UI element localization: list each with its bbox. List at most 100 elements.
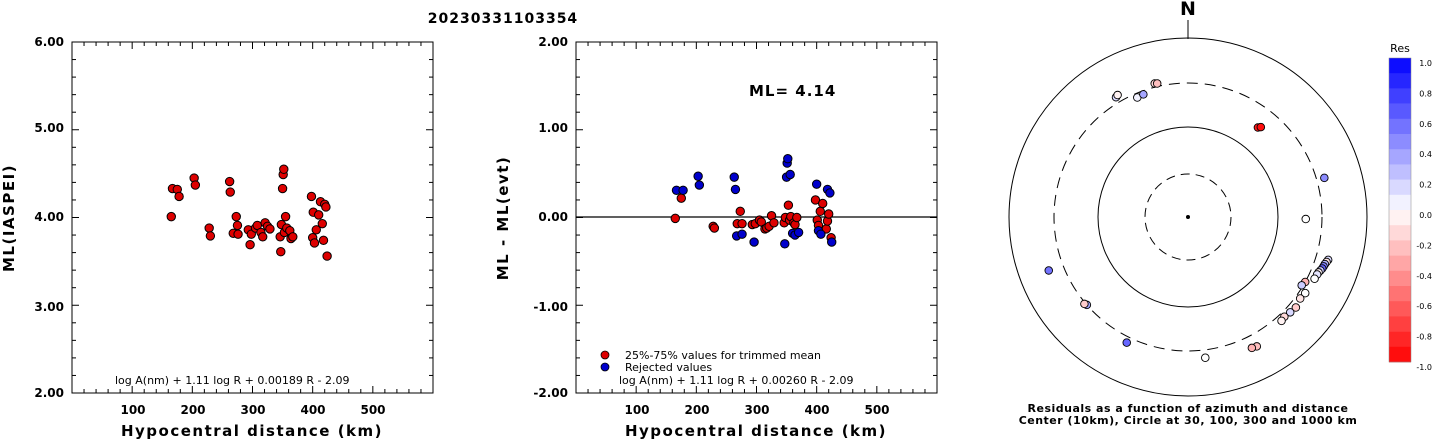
ml-station-point [245, 240, 255, 250]
rejected-residual-point [737, 229, 747, 239]
colorbar-swatch [1389, 88, 1411, 104]
kept-residual-point [735, 206, 745, 217]
azimuth-residual-point [1285, 308, 1295, 317]
colorbar-swatch [1389, 103, 1411, 120]
rejected-residual-point [816, 229, 826, 239]
azimuth-residual-point [1297, 281, 1306, 290]
ml-station-point [224, 176, 235, 187]
ml-station-point [225, 187, 235, 197]
left-y-axis-label: ML(IASPEI) [0, 164, 18, 272]
left-panel: 6.00 5.00 4.00 3.00 2.00 100 200 300 400… [0, 35, 434, 440]
middle-x-axis-label: Hypocentral distance (km) [625, 422, 887, 440]
rejected-residual-point [811, 179, 822, 189]
left-x-axis-label: Hypocentral distance (km) [121, 422, 383, 440]
colorbar-tick-label: -1.0 [1416, 363, 1432, 372]
rejected-residual-point [730, 184, 741, 195]
colorbar-swatch [1389, 316, 1411, 332]
polar-caption-line1: Residuals as a function of azimuth and d… [1028, 402, 1349, 415]
middle-xtick-label: 500 [864, 403, 889, 417]
colorbar-swatch [1389, 134, 1411, 150]
colorbar-tick-label: 0.0 [1419, 211, 1432, 220]
kept-residual-point [817, 198, 828, 209]
azimuth-residual-point [1301, 214, 1310, 224]
colorbar-tick-label: 0.8 [1419, 89, 1432, 98]
colorbar-tick-label: 0.4 [1419, 150, 1432, 159]
colorbar-swatch [1389, 270, 1411, 287]
ml-station-point [277, 183, 288, 194]
middle-ytick-label: 1.00 [538, 121, 568, 135]
middle-ytick-label: -1.00 [533, 300, 568, 314]
colorbar-title: Res [1390, 42, 1410, 55]
azimuth-residual-point [1295, 294, 1305, 303]
left-xtick-label: 400 [300, 403, 325, 417]
azimuth-residual-point [1320, 173, 1329, 183]
colorbar-swatch [1389, 118, 1411, 135]
ml-station-point [205, 231, 216, 241]
rejected-residual-point [694, 180, 705, 190]
azimuth-residual-point [1080, 299, 1089, 309]
kept-residual-point [676, 193, 686, 203]
ml-station-point [317, 218, 327, 229]
ml-station-point [313, 210, 324, 220]
azimuth-residual-point [1277, 316, 1286, 326]
left-ytick-label: 3.00 [34, 300, 64, 314]
rejected-residual-point [678, 185, 688, 195]
azimuth-residual-point [1291, 303, 1301, 312]
ml-station-point [190, 180, 201, 190]
azimuth-residual-point [1044, 266, 1054, 275]
ml-station-point [279, 164, 289, 174]
left-formula: log A(nm) + 1.11 log R + 0.00189 R - 2.0… [115, 374, 349, 387]
left-ytick-label: 6.00 [34, 35, 64, 49]
rejected-residual-point [825, 188, 835, 198]
ring-100km [1097, 126, 1279, 308]
colorbar-swatch [1389, 194, 1411, 211]
ml-value-annotation: ML= 4.14 [749, 82, 836, 100]
ring-300km [1053, 82, 1323, 352]
ml-station-point [265, 224, 275, 234]
azimuth-residual-point [1201, 353, 1210, 363]
azimuth-residual-point [1310, 274, 1319, 283]
ml-station-point [280, 211, 291, 222]
colorbar-swatch [1389, 210, 1411, 226]
ml-station-point [258, 232, 268, 242]
ml-station-point [321, 202, 331, 212]
colorbar-swatch [1389, 164, 1411, 180]
rejected-residual-point [827, 237, 837, 247]
ml-station-point [322, 251, 332, 261]
azimuth-residual-point [1113, 90, 1122, 100]
colorbar-swatch [1389, 225, 1411, 241]
rejected-residual-point [783, 154, 793, 164]
ml-station-point [232, 220, 243, 231]
middle-data-points [670, 154, 837, 249]
azimuth-residual-point [1139, 90, 1148, 99]
left-ytick-label: 4.00 [34, 210, 64, 224]
middle-y-axis-label: ML - ML(evt) [494, 156, 512, 280]
kept-residual-point [824, 209, 834, 219]
rejected-residual-point [729, 172, 739, 182]
ml-station-point [233, 229, 243, 239]
left-ytick-label: 2.00 [34, 386, 64, 400]
colorbar-swatches [1388, 57, 1412, 363]
ml-station-point [166, 211, 176, 222]
middle-xtick-label: 400 [804, 403, 829, 417]
middle-panel: 2.00 1.00 0.00 -1.00 -2.00 100 200 300 4… [494, 35, 938, 440]
colorbar-swatch [1389, 255, 1411, 272]
north-label: N [1180, 0, 1196, 20]
ring-1000km [1008, 37, 1368, 397]
azimuth-residual-point [1256, 122, 1266, 132]
azimuth-residual-point [1300, 288, 1310, 298]
ml-station-point [311, 225, 321, 235]
rejected-residual-point [749, 237, 759, 247]
right-panel: N Residuals as a function of azimuth and… [1008, 0, 1368, 427]
legend-marker-kept [600, 350, 610, 360]
left-ytick-label: 5.00 [34, 121, 64, 135]
colorbar-tick-label: -0.4 [1416, 272, 1432, 281]
middle-xtick-label: 200 [684, 403, 709, 417]
colorbar-tick-label: 0.6 [1419, 120, 1432, 129]
kept-residual-point [670, 213, 680, 224]
left-data-points [166, 164, 332, 261]
ml-station-point [276, 247, 286, 257]
colorbar-swatch [1389, 240, 1411, 256]
epicenter-dot [1186, 215, 1190, 219]
